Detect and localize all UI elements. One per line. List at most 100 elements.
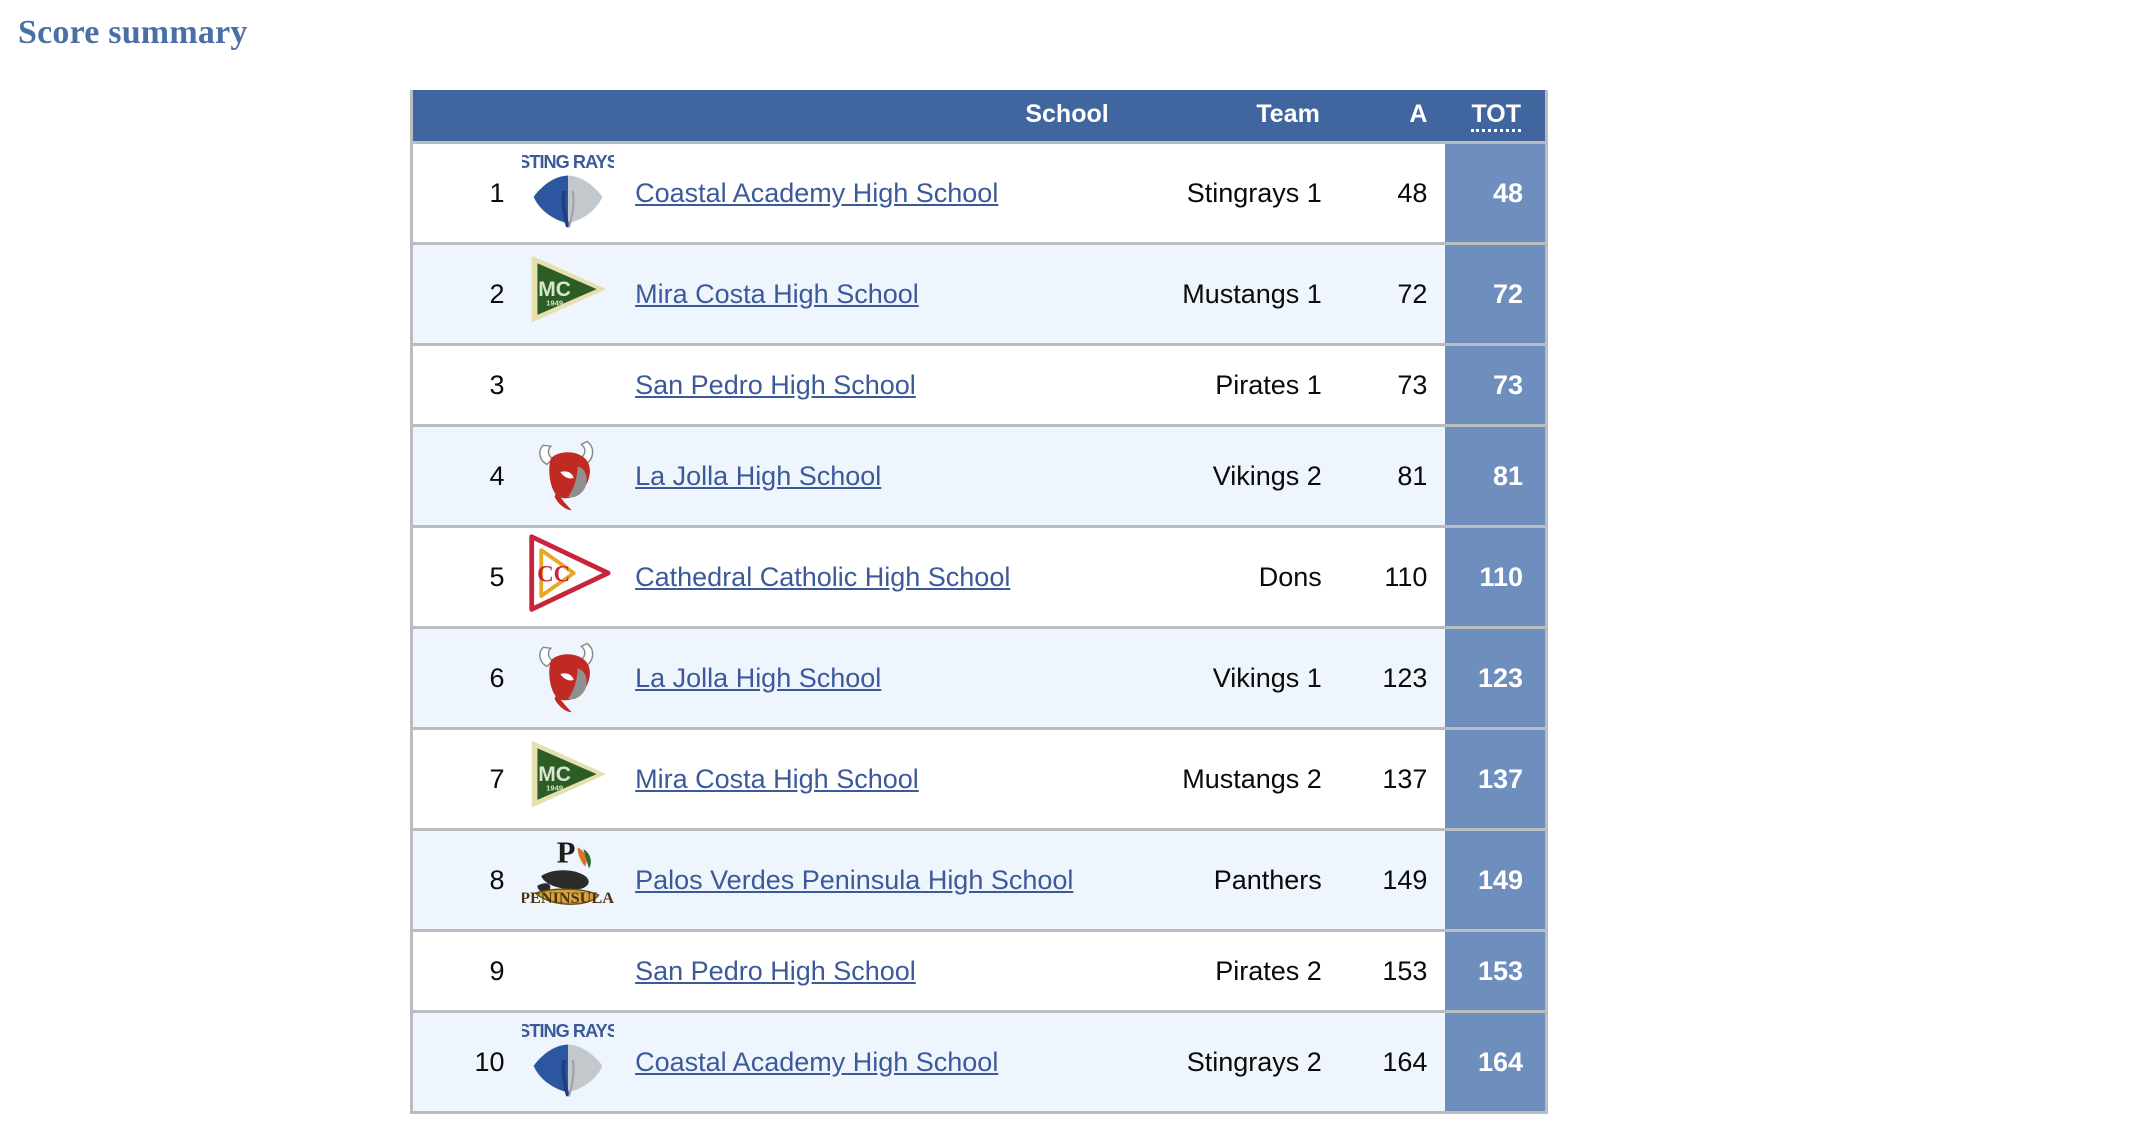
school-link[interactable]: Mira Costa High School [635, 763, 919, 794]
school-link[interactable]: La Jolla High School [635, 460, 882, 491]
row-logo-cell [514, 424, 622, 527]
score-summary-table-container: School Team A TOT 1 Coastal Academy High … [410, 90, 1548, 1114]
school-link[interactable]: La Jolla High School [635, 662, 882, 693]
vikings-logo [522, 632, 614, 718]
row-team: Stingrays 1 [1126, 141, 1336, 244]
row-logo-cell [514, 525, 622, 628]
row-team: Panthers [1126, 828, 1336, 931]
column-header-a[interactable]: A [1335, 90, 1446, 143]
school-link[interactable]: San Pedro High School [635, 955, 916, 986]
row-score-a: 48 [1335, 141, 1446, 244]
row-rank: 1 [411, 141, 515, 244]
row-score-total: 110 [1445, 525, 1547, 628]
row-score-total: 123 [1445, 626, 1547, 729]
row-logo-cell [514, 626, 622, 729]
row-school-cell: San Pedro High School [621, 929, 1127, 1012]
row-rank: 5 [411, 525, 515, 628]
row-school-cell: Palos Verdes Peninsula High School [621, 828, 1127, 931]
row-school-cell: La Jolla High School [621, 424, 1127, 527]
row-score-a: 72 [1335, 242, 1446, 345]
column-header-rank [411, 90, 515, 143]
row-school-cell: Mira Costa High School [621, 727, 1127, 830]
row-score-total: 153 [1445, 929, 1547, 1012]
row-school-cell: Mira Costa High School [621, 242, 1127, 345]
row-score-total: 72 [1445, 242, 1547, 345]
mira-costa-logo [522, 733, 614, 819]
table-row: 7 Mira Costa High School Mustangs 2 137 137 [411, 727, 1547, 830]
row-rank: 9 [411, 929, 515, 1012]
row-rank: 6 [411, 626, 515, 729]
page-title: Score summary [18, 14, 248, 51]
row-school-cell: Coastal Academy High School [621, 141, 1127, 244]
stingrays-logo [521, 1016, 614, 1102]
row-team: Pirates 1 [1126, 343, 1336, 426]
row-score-total: 48 [1445, 141, 1547, 244]
row-logo-cell [514, 343, 622, 426]
row-logo-cell [514, 141, 622, 244]
school-link[interactable]: Palos Verdes Peninsula High School [635, 864, 1074, 895]
table-row: 9 San Pedro High School Pirates 2 153 153 [411, 929, 1547, 1012]
row-logo-cell [514, 242, 622, 345]
row-score-a: 153 [1335, 929, 1446, 1012]
row-score-a: 149 [1335, 828, 1446, 931]
row-school-cell: Coastal Academy High School [621, 1010, 1127, 1113]
row-score-a: 164 [1335, 1010, 1446, 1113]
row-rank: 8 [411, 828, 515, 931]
column-header-tot[interactable]: TOT [1445, 90, 1547, 143]
row-team: Mustangs 1 [1126, 242, 1336, 345]
stingrays-logo [521, 147, 614, 233]
vikings-logo [522, 430, 614, 516]
table-header-row: School Team A TOT [411, 90, 1547, 143]
school-link[interactable]: San Pedro High School [635, 369, 916, 400]
row-score-a: 137 [1335, 727, 1446, 830]
cathedral-logo [522, 531, 614, 617]
mira-costa-logo [522, 248, 614, 334]
panthers-logo [521, 834, 614, 920]
row-rank: 3 [411, 343, 515, 426]
table-row: 10 Coastal Academy High School Stingrays 2… [411, 1010, 1547, 1113]
row-team: Vikings 2 [1126, 424, 1336, 527]
school-link[interactable]: Coastal Academy High School [635, 1046, 999, 1077]
column-header-logo [514, 90, 622, 143]
column-header-team[interactable]: Team [1126, 90, 1336, 143]
row-team: Vikings 1 [1126, 626, 1336, 729]
row-school-cell: Cathedral Catholic High School [621, 525, 1127, 628]
row-score-total: 81 [1445, 424, 1547, 527]
row-team: Dons [1126, 525, 1336, 628]
table-header: School Team A TOT [411, 90, 1547, 143]
row-team: Mustangs 2 [1126, 727, 1336, 830]
row-school-cell: La Jolla High School [621, 626, 1127, 729]
table-row: 6 La Jolla High School Vikings 1 123 123 [411, 626, 1547, 729]
row-score-total: 164 [1445, 1010, 1547, 1113]
table-row: 4 La Jolla High School Vikings 2 81 81 [411, 424, 1547, 527]
row-logo-cell [514, 1010, 622, 1113]
school-link[interactable]: Cathedral Catholic High School [635, 561, 1011, 592]
score-summary-table: School Team A TOT 1 Coastal Academy High … [410, 90, 1548, 1114]
row-rank: 2 [411, 242, 515, 345]
row-school-cell: San Pedro High School [621, 343, 1127, 426]
school-link[interactable]: Coastal Academy High School [635, 177, 999, 208]
table-row: 2 Mira Costa High School Mustangs 1 72 72 [411, 242, 1547, 345]
column-header-school[interactable]: School [621, 90, 1127, 143]
row-logo-cell [514, 727, 622, 830]
table-row: 5 Cathedral Catholic High School Dons 110 11… [411, 525, 1547, 628]
table-row: 3 San Pedro High School Pirates 1 73 73 [411, 343, 1547, 426]
row-team: Stingrays 2 [1126, 1010, 1336, 1113]
row-logo-cell [514, 929, 622, 1012]
row-rank: 4 [411, 424, 515, 527]
column-header-tot-label: TOT [1471, 100, 1521, 132]
row-score-a: 73 [1335, 343, 1446, 426]
row-rank: 10 [411, 1010, 515, 1113]
table-row: 8 Palos Verdes Peninsula High School Panth… [411, 828, 1547, 931]
row-score-a: 123 [1335, 626, 1446, 729]
row-team: Pirates 2 [1126, 929, 1336, 1012]
row-score-total: 73 [1445, 343, 1547, 426]
row-score-total: 149 [1445, 828, 1547, 931]
row-score-a: 110 [1335, 525, 1446, 628]
school-link[interactable]: Mira Costa High School [635, 278, 919, 309]
row-score-a: 81 [1335, 424, 1446, 527]
row-logo-cell [514, 828, 622, 931]
row-score-total: 137 [1445, 727, 1547, 830]
